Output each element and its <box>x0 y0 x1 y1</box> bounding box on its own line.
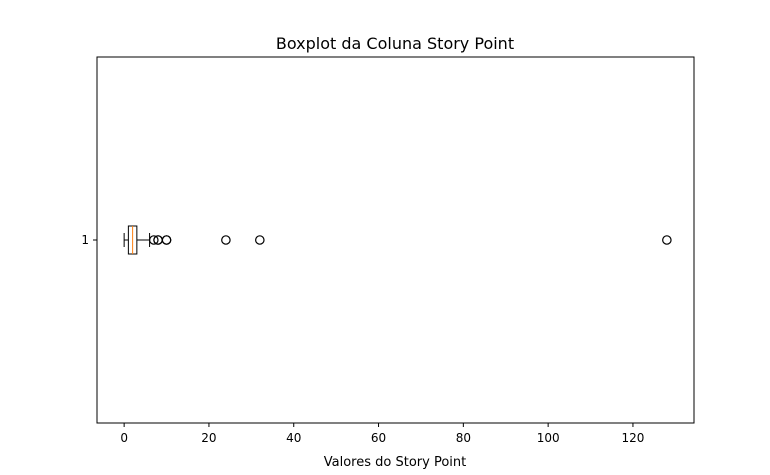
outlier-point <box>149 235 159 245</box>
outlier-point <box>255 235 265 245</box>
x-axis-label: Valores do Story Point <box>324 455 466 470</box>
y-tick-label: 1 <box>81 233 89 247</box>
x-tick-label: 80 <box>456 431 471 445</box>
x-tick-label: 120 <box>621 431 644 445</box>
outlier-point <box>161 235 172 245</box>
x-tick-label: 40 <box>286 431 301 445</box>
x-tick-label: 100 <box>537 431 560 445</box>
x-tick-label: 20 <box>201 431 216 445</box>
outlier-point <box>221 235 231 245</box>
chart-title: Boxplot da Coluna Story Point <box>276 34 514 53</box>
plot-area <box>123 225 672 255</box>
x-tick-label: 0 <box>120 431 128 445</box>
outlier-point <box>662 235 672 245</box>
x-tick-label: 60 <box>371 431 386 445</box>
